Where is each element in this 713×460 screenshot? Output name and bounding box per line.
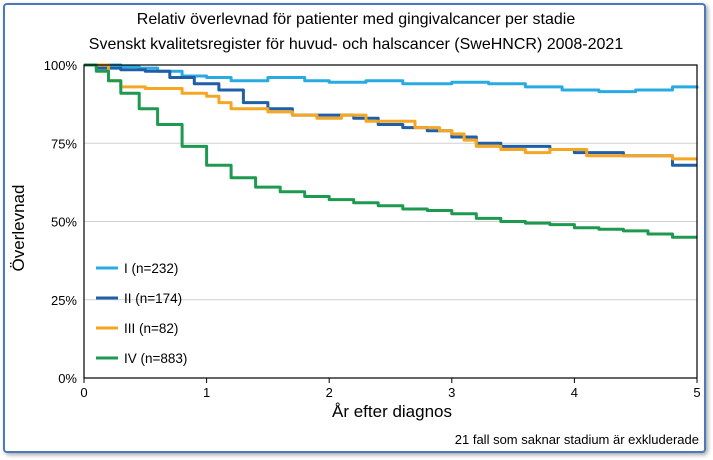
- y-tick-label: 100%: [44, 58, 78, 73]
- x-tick-label: 1: [203, 385, 210, 400]
- x-tick-label: 4: [571, 385, 578, 400]
- legend-label: IV (n=883): [124, 351, 187, 366]
- series-line-4: [84, 63, 697, 239]
- y-tick-label: 75%: [51, 136, 77, 151]
- legend-label: I (n=232): [124, 261, 178, 276]
- x-tick-label: 0: [80, 385, 87, 400]
- y-tick-label: 50%: [51, 215, 77, 230]
- plot-area-border: [83, 64, 698, 379]
- y-tick-label: 0%: [58, 371, 77, 386]
- y-axis-label: Överlevnad: [9, 185, 28, 272]
- x-tick-label: 2: [326, 385, 333, 400]
- legend: I (n=232) II (n=174) III (n=82) IV (n=883): [96, 261, 187, 366]
- series-lines: [84, 63, 699, 239]
- grid-lines: [84, 142, 697, 301]
- y-tick-labels: 0% 25% 50% 75% 100%: [44, 58, 78, 386]
- footnote: 21 fall som saknar stadium är exkluderad…: [455, 432, 699, 447]
- chart-subtitle: Svenskt kvalitetsregister för huvud- och…: [89, 36, 624, 53]
- x-tick-labels: 0 1 2 3 4 5: [80, 378, 701, 400]
- legend-label: II (n=174): [124, 291, 182, 306]
- x-tick-label: 3: [448, 385, 455, 400]
- x-tick-label: 5: [693, 385, 700, 400]
- x-axis-label: År efter diagnos: [332, 402, 452, 421]
- chart-title: Relativ överlevnad för patienter med gin…: [137, 11, 576, 28]
- series-line-3: [84, 63, 697, 161]
- y-tick-label: 25%: [51, 293, 77, 308]
- legend-label: III (n=82): [124, 321, 178, 336]
